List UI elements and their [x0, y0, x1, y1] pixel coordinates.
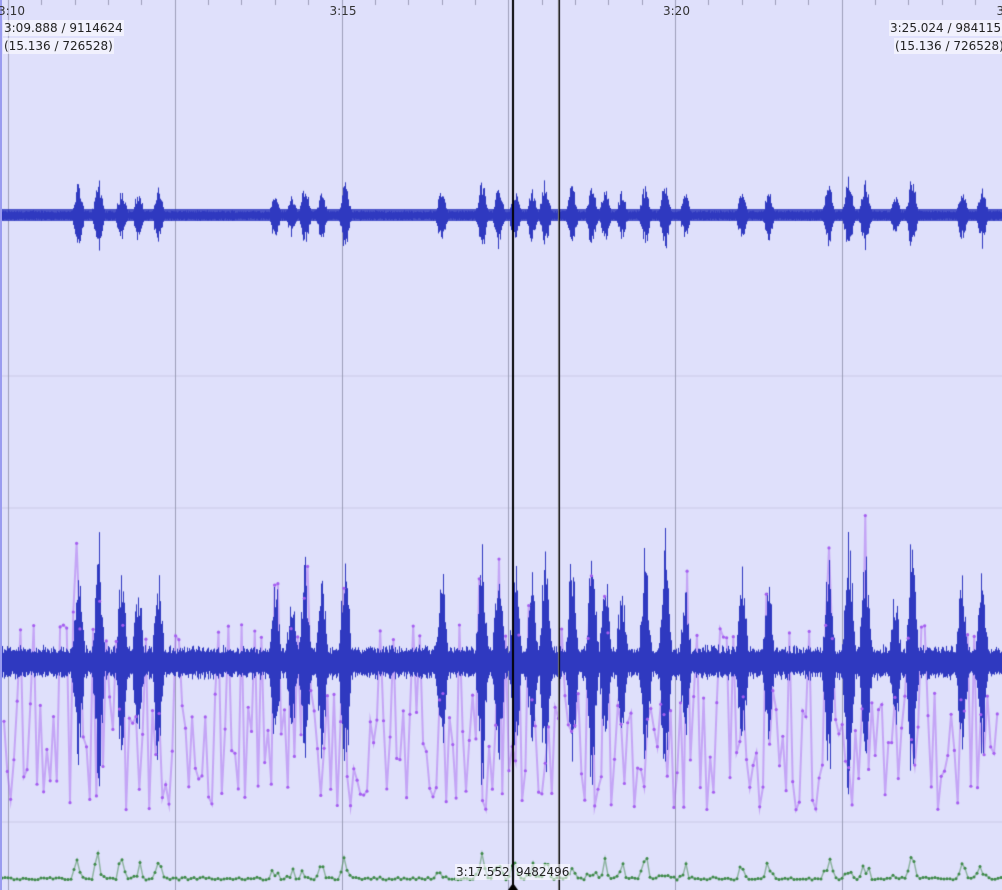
cursor-sample-label: 9482496: [515, 864, 571, 880]
timeline-tick-label: 3:15: [329, 4, 357, 18]
timeline-tick-label: 3:20: [663, 4, 690, 18]
timeline-tick-label: 3:10: [0, 4, 25, 18]
view-end-time: 3:25.024 / 9841152: [889, 20, 1002, 36]
view-end-scale: (15.136 / 726528): [894, 38, 1002, 54]
view-start-time: 3:09.888 / 9114624: [3, 20, 124, 36]
timeline-tick-label: 3: [996, 4, 1002, 18]
view-start-scale: (15.136 / 726528): [3, 38, 114, 54]
left-edge-marker: [0, 0, 2, 890]
cursor-time-label: 3:17.552: [455, 864, 511, 880]
